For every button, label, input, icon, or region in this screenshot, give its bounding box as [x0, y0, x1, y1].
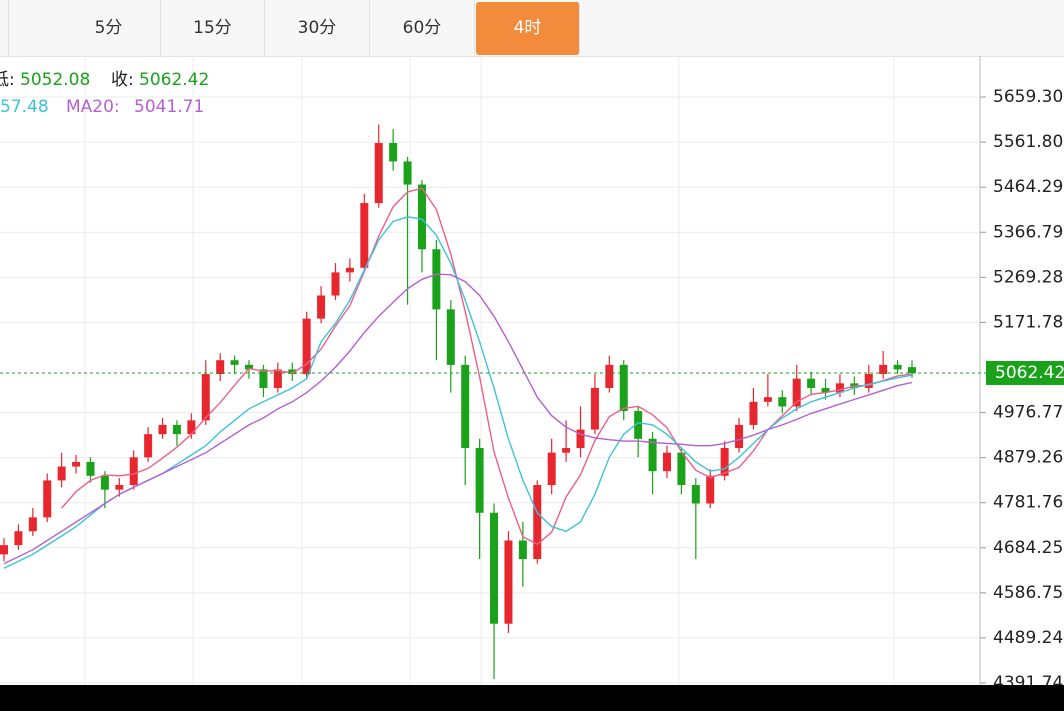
candle-body: [374, 142, 383, 204]
ma-info-label: MA20:: [66, 97, 120, 117]
interval-tab[interactable]: 60分: [370, 0, 475, 56]
candle-body: [302, 318, 311, 375]
candle-body: [763, 397, 772, 402]
candle-body: [648, 438, 657, 472]
candle-body: [115, 485, 124, 490]
ma-line: [3, 216, 913, 569]
candle-body: [417, 184, 426, 250]
candle-body: [446, 309, 455, 365]
candle-body: [792, 378, 801, 407]
candle-body: [187, 420, 196, 435]
info-value: 5052.08: [20, 70, 90, 90]
candle-body: [403, 161, 412, 185]
candle-body: [14, 531, 23, 546]
info-label: 收:: [111, 70, 134, 90]
candle-body: [129, 457, 138, 486]
y-tick-label: 5366.79: [993, 222, 1063, 242]
candle-body: [360, 203, 369, 268]
ma-info: 57.48: [0, 97, 49, 117]
interval-tab[interactable]: 15分: [161, 0, 265, 56]
y-tick-label: 5171.78: [993, 312, 1063, 332]
candle-body: [43, 480, 52, 518]
y-tick-label: 4976.77: [993, 403, 1063, 423]
footer-bar: [0, 685, 1064, 711]
y-tick-label: 4684.25: [993, 538, 1063, 558]
y-tick-label: 4879.26: [993, 448, 1063, 468]
candle-body: [518, 540, 527, 559]
candle-body: [576, 429, 585, 449]
candle-body: [504, 540, 513, 624]
ma-line: [3, 273, 913, 565]
candle-body: [432, 249, 441, 310]
candle-body: [259, 369, 268, 388]
candle-body: [144, 434, 153, 458]
candle-body: [389, 142, 398, 162]
candle-body: [216, 360, 225, 375]
candle-body: [86, 461, 95, 476]
candle-body: [720, 448, 729, 476]
candle-body: [706, 475, 715, 504]
y-tick-label: 4391.74: [993, 673, 1063, 685]
y-tick-label: 4489.24: [993, 628, 1063, 648]
candle-body: [230, 360, 239, 365]
candle-body: [317, 295, 326, 319]
candle-body: [475, 448, 484, 513]
candle-body: [835, 383, 844, 393]
candle-body: [893, 364, 902, 370]
candle-body: [749, 401, 758, 425]
y-tick-label: 4586.75: [993, 583, 1063, 603]
candle-body: [72, 461, 81, 467]
candle-body: [158, 424, 167, 435]
interval-tab[interactable]: 30分: [265, 0, 370, 56]
y-tick-label: 5269.28: [993, 267, 1063, 287]
candle-body: [273, 369, 282, 388]
interval-tab[interactable]: 4时: [476, 2, 580, 55]
candle-body: [547, 452, 556, 486]
candle-body: [245, 364, 254, 370]
candle-body: [677, 452, 686, 486]
candle-body: [590, 387, 599, 430]
info-label: 低:: [0, 70, 15, 90]
candle-body: [172, 424, 181, 435]
interval-tab[interactable]: 5分: [57, 0, 161, 56]
y-tick-label: 5561.80: [993, 132, 1063, 152]
candle-body: [331, 272, 340, 296]
candle-body: [100, 475, 109, 490]
candle-body: [691, 485, 700, 504]
chart: 5659.30 5561.80 5464.29 5366.79 5269.28 5171.…: [0, 56, 1064, 685]
y-tick-label: 5464.29: [993, 177, 1063, 197]
candle-body: [807, 378, 816, 388]
ma-info-value: 5041.71: [134, 97, 204, 117]
candle-body: [28, 517, 37, 532]
last-price-badge: [986, 360, 1064, 385]
candle-body: [0, 545, 8, 555]
y-tick-label: 4781.76: [993, 493, 1063, 513]
info-value: 5062.42: [139, 70, 209, 90]
candle-body: [345, 267, 354, 273]
candle-body: [605, 364, 614, 388]
interval-tab[interactable]: 月: [0, 0, 9, 56]
candle-body: [57, 466, 66, 481]
candle-body: [490, 512, 499, 624]
y-tick-label: 5659.30: [993, 87, 1063, 107]
candle-body: [562, 448, 571, 453]
candle-body: [533, 485, 542, 559]
candle-body: [879, 364, 888, 375]
candle-body: [662, 452, 671, 472]
vertical-grid: [84, 56, 895, 685]
candle-body: [821, 387, 830, 393]
last-price-label: 5062.42: [995, 363, 1064, 383]
candle-body: [778, 397, 787, 407]
candle-body: [864, 374, 873, 388]
candle-body: [735, 424, 744, 449]
candle-body: [908, 367, 916, 373]
candle-body: [461, 364, 470, 449]
candle-body: [201, 374, 210, 421]
candle-body: [288, 369, 297, 375]
candle-body: [619, 364, 628, 412]
candle-body: [634, 411, 643, 439]
